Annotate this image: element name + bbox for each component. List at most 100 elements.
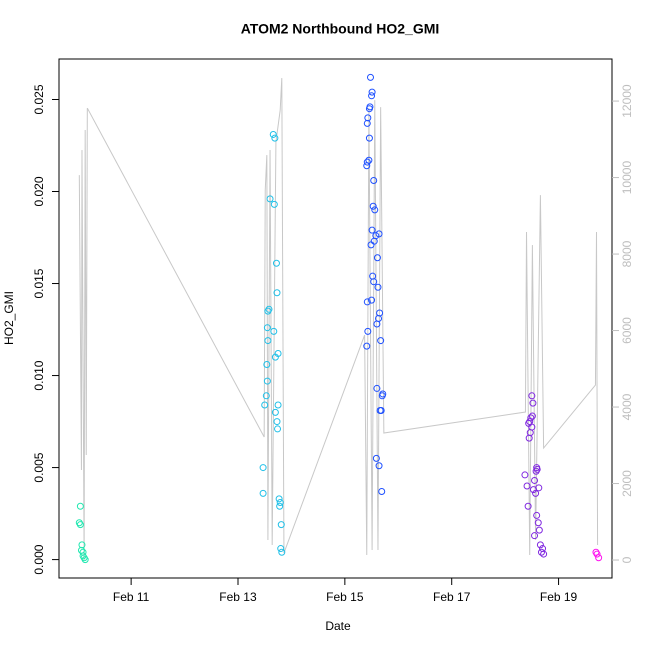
data-point	[76, 502, 84, 510]
data-point	[263, 377, 271, 385]
data-point	[277, 521, 285, 529]
y-axis-label: HO2_GMI	[2, 291, 16, 345]
data-point	[528, 412, 536, 420]
data-point	[523, 482, 531, 490]
data-point	[593, 550, 601, 558]
data-point	[273, 418, 281, 426]
y-tick-label: 0.005	[32, 452, 46, 482]
data-point	[277, 545, 285, 553]
data-point	[265, 305, 273, 313]
y2-tick-label: 12000	[620, 84, 634, 118]
data-point	[263, 361, 271, 369]
data-point	[364, 327, 372, 335]
altitude-line	[78, 78, 599, 561]
data-point	[373, 254, 381, 262]
data-point	[276, 502, 284, 510]
data-point	[270, 200, 278, 208]
data-point	[266, 195, 274, 203]
data-point	[531, 476, 539, 484]
data-point	[276, 499, 284, 507]
data-point	[532, 467, 540, 475]
data-point	[272, 259, 280, 267]
data-point	[365, 105, 373, 113]
data-point	[259, 489, 267, 497]
data-point	[371, 206, 379, 214]
data-point	[269, 130, 277, 138]
y2-tick-label: 10000	[620, 161, 634, 195]
y2-tick-label: 8000	[620, 240, 634, 267]
y2-tick-label: 4000	[620, 393, 634, 420]
y-tick-label: 0.020	[32, 176, 46, 206]
data-point	[372, 454, 380, 462]
data-point	[262, 392, 270, 400]
data-point	[368, 88, 376, 96]
data-point	[529, 399, 537, 407]
data-point	[363, 298, 371, 306]
y2-tick-label: 6000	[620, 317, 634, 344]
data-point	[370, 278, 378, 286]
data-point	[373, 320, 381, 328]
data-point	[363, 162, 371, 170]
data-point	[369, 202, 377, 210]
chart-title: ATOM2 Northbound HO2_GMI	[241, 21, 440, 37]
x-tick-label: Feb 15	[326, 590, 364, 604]
data-point	[368, 92, 376, 100]
data-point	[540, 550, 548, 558]
data-point	[531, 532, 539, 540]
x-tick-label: Feb 17	[433, 590, 471, 604]
x-tick-label: Feb 19	[540, 590, 578, 604]
y-tick-label: 0.010	[32, 360, 46, 390]
data-point	[528, 392, 536, 400]
data-point	[274, 425, 282, 433]
plot-frame	[58, 58, 613, 579]
data-point	[525, 434, 533, 442]
y2-tick-label: 0	[620, 556, 634, 563]
data-point	[375, 462, 383, 470]
data-point	[532, 489, 540, 497]
data-point	[377, 337, 385, 345]
data-point	[274, 401, 282, 409]
x-tick-label: Feb 13	[219, 590, 257, 604]
y-tick-label: 0.015	[32, 268, 46, 298]
data-point	[274, 349, 282, 357]
data-point	[534, 519, 542, 527]
data-point	[261, 401, 269, 409]
data-point	[595, 554, 603, 562]
data-point	[521, 471, 529, 479]
data-point	[537, 548, 545, 556]
data-point	[270, 327, 278, 335]
data-point	[275, 495, 283, 503]
x-tick-label: Feb 11	[113, 590, 150, 604]
data-point	[533, 511, 541, 519]
data-point	[263, 324, 271, 332]
data-point	[368, 226, 376, 234]
data-point	[363, 119, 371, 127]
data-point	[377, 407, 385, 415]
data-point	[363, 158, 371, 166]
data-point	[378, 392, 386, 400]
data-point	[264, 337, 272, 345]
y-tick-label: 0.025	[32, 84, 46, 114]
data-point	[374, 283, 382, 291]
data-point	[76, 521, 84, 529]
data-point	[535, 526, 543, 534]
data-point	[524, 502, 532, 510]
y2-tick-label: 2000	[620, 470, 634, 497]
data-point	[81, 556, 89, 564]
data-point	[278, 548, 286, 556]
data-point	[373, 384, 381, 392]
data-point	[366, 73, 374, 81]
data-point	[365, 134, 373, 142]
data-point	[271, 134, 279, 142]
data-point	[259, 464, 267, 472]
x-axis-label: Date	[325, 619, 351, 633]
data-point	[368, 296, 376, 304]
data-point	[271, 408, 279, 416]
data-point	[363, 342, 371, 350]
data-point	[273, 289, 281, 297]
data-point	[370, 176, 378, 184]
y-tick-label: 0.000	[32, 544, 46, 574]
data-point	[529, 486, 537, 494]
data-point	[367, 241, 375, 249]
